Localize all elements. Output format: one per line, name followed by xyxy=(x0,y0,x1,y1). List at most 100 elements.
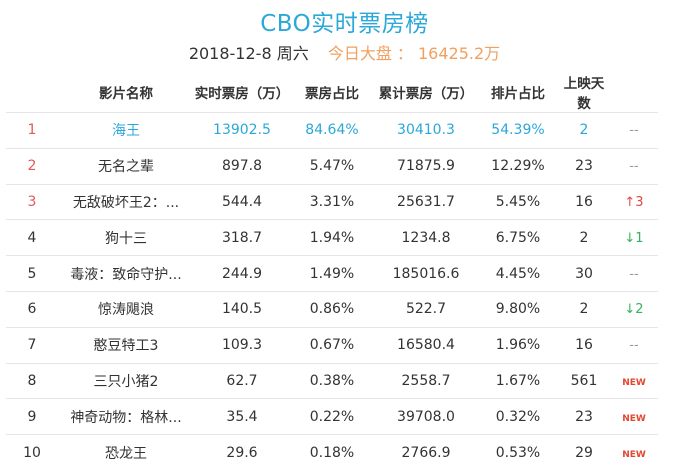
days-released: 561 xyxy=(558,362,610,399)
rank-change: -- xyxy=(610,255,658,292)
screening-share: 1.96% xyxy=(478,326,558,364)
box-office-share: 3.31% xyxy=(290,183,374,220)
days-released: 23 xyxy=(558,147,610,185)
total-box-office: 71875.9 xyxy=(374,147,478,185)
movie-name: 憨豆特工3 xyxy=(58,326,194,364)
rank-change: NEW xyxy=(610,398,658,435)
total-box-office: 2558.7 xyxy=(374,362,478,399)
realtime-box-office: 13902.5 xyxy=(194,112,290,149)
table-row[interactable]: 9 神奇动物：格林... 35.4 0.22% 39708.0 0.32% 23 NEW xyxy=(6,398,658,435)
date-line: 2018-12-8 周六 今日大盘 ： 16425.2万 xyxy=(0,40,689,64)
realtime-box-office: 544.4 xyxy=(194,183,290,220)
screening-share: 0.32% xyxy=(478,398,558,435)
rank-cell: 10 xyxy=(6,434,58,470)
days-released: 30 xyxy=(558,255,610,292)
total-box-office: 25631.7 xyxy=(374,183,478,220)
days-released: 2 xyxy=(558,112,610,149)
total-box-office: 1234.8 xyxy=(374,219,478,256)
movie-name: 神奇动物：格林... xyxy=(58,398,194,435)
box-office-share: 1.49% xyxy=(290,255,374,292)
days-released: 23 xyxy=(558,398,610,435)
table-header: 影片名称 实时票房（万） 票房占比 累计票房（万） 排片占比 上映天数 xyxy=(6,72,658,113)
screening-share: 5.45% xyxy=(478,183,558,220)
movie-name: 无名之辈 xyxy=(58,147,194,185)
rank-change: ↓2 xyxy=(610,290,658,328)
rank-cell: 9 xyxy=(6,398,58,435)
rank-cell: 6 xyxy=(6,290,58,328)
total-box-office: 185016.6 xyxy=(374,255,478,292)
box-office-table: 影片名称 实时票房（万） 票房占比 累计票房（万） 排片占比 上映天数 1 海王 1… xyxy=(6,72,658,470)
rank-change-none: -- xyxy=(629,266,639,282)
col-share: 票房占比 xyxy=(305,86,359,102)
rank-change: ↓1 xyxy=(610,219,658,256)
movie-name: 恐龙王 xyxy=(58,434,194,470)
rank-change-down: ↓1 xyxy=(624,230,644,246)
table-row[interactable]: 10 恐龙王 29.6 0.18% 2766.9 0.53% 29 NEW xyxy=(6,434,658,470)
box-office-share: 0.86% xyxy=(290,290,374,328)
page-title: CBO实时票房榜 xyxy=(260,11,429,37)
rank-change-new: NEW xyxy=(622,377,646,388)
box-office-share: 5.47% xyxy=(290,147,374,185)
total-box-office: 30410.3 xyxy=(374,112,478,149)
rank-cell: 1 xyxy=(6,112,58,149)
movie-name: 三只小猪2 xyxy=(58,362,194,399)
rank-change-down: ↓2 xyxy=(624,302,644,318)
table-row[interactable]: 6 惊涛飓浪 140.5 0.86% 522.7 9.80% 2 ↓2 xyxy=(6,290,658,328)
total-box-office: 16580.4 xyxy=(374,326,478,364)
rank-cell: 2 xyxy=(6,147,58,185)
rank-change-new: NEW xyxy=(622,413,646,424)
rank-cell: 5 xyxy=(6,255,58,292)
movie-name: 海王 xyxy=(58,112,194,149)
rank-change-none: -- xyxy=(629,123,639,139)
rank-change-none: -- xyxy=(629,159,639,175)
realtime-box-office: 62.7 xyxy=(194,362,290,399)
box-office-share: 84.64% xyxy=(290,112,374,149)
table-row[interactable]: 2 无名之辈 897.8 5.47% 71875.9 12.29% 23 -- xyxy=(6,147,658,185)
col-change xyxy=(610,72,658,113)
box-office-share: 0.22% xyxy=(290,398,374,435)
table-row[interactable]: 7 憨豆特工3 109.3 0.67% 16580.4 1.96% 16 -- xyxy=(6,326,658,364)
realtime-box-office: 109.3 xyxy=(194,326,290,364)
rank-change-none: -- xyxy=(629,338,639,354)
days-released: 29 xyxy=(558,434,610,470)
rank-cell: 4 xyxy=(6,219,58,256)
movie-name: 毒液：致命守护... xyxy=(58,255,194,292)
col-screen: 排片占比 xyxy=(491,86,545,102)
box-office-share: 1.94% xyxy=(290,219,374,256)
rank-change-new: NEW xyxy=(622,449,646,460)
days-released: 16 xyxy=(558,183,610,220)
rank-change: ↑3 xyxy=(610,183,658,220)
table-row[interactable]: 3 无敌破坏王2：... 544.4 3.31% 25631.7 5.45% 16 ↑3 xyxy=(6,183,658,220)
screening-share: 0.53% xyxy=(478,434,558,470)
movie-name: 无敌破坏王2：... xyxy=(58,183,194,220)
rank-cell: 3 xyxy=(6,183,58,220)
rank-change: -- xyxy=(610,326,658,364)
realtime-box-office: 140.5 xyxy=(194,290,290,328)
table-row[interactable]: 1 海王 13902.5 84.64% 30410.3 54.39% 2 -- xyxy=(6,112,658,149)
box-office-share: 0.38% xyxy=(290,362,374,399)
box-office-share: 0.18% xyxy=(290,434,374,470)
col-days: 上映天数 xyxy=(563,76,605,112)
days-released: 16 xyxy=(558,326,610,364)
realtime-box-office: 35.4 xyxy=(194,398,290,435)
realtime-box-office: 244.9 xyxy=(194,255,290,292)
table-row[interactable]: 5 毒液：致命守护... 244.9 1.49% 185016.6 4.45% 30 -- xyxy=(6,255,658,292)
rank-change: -- xyxy=(610,112,658,149)
rank-change: NEW xyxy=(610,362,658,399)
table-row[interactable]: 8 三只小猪2 62.7 0.38% 2558.7 1.67% 561 NEW xyxy=(6,362,658,399)
total-box-office: 39708.0 xyxy=(374,398,478,435)
col-realtime: 实时票房（万） xyxy=(194,86,290,102)
box-office-share: 0.67% xyxy=(290,326,374,364)
col-rank xyxy=(6,72,58,113)
days-released: 2 xyxy=(558,219,610,256)
rank-cell: 8 xyxy=(6,362,58,399)
total-box-office: 522.7 xyxy=(374,290,478,328)
realtime-box-office: 29.6 xyxy=(194,434,290,470)
rank-change: NEW xyxy=(610,434,658,470)
realtime-box-office: 318.7 xyxy=(194,219,290,256)
col-total: 累计票房（万） xyxy=(378,86,474,102)
days-released: 2 xyxy=(558,290,610,328)
table-row[interactable]: 4 狗十三 318.7 1.94% 1234.8 6.75% 2 ↓1 xyxy=(6,219,658,256)
screening-share: 6.75% xyxy=(478,219,558,256)
total-box-office: 2766.9 xyxy=(374,434,478,470)
